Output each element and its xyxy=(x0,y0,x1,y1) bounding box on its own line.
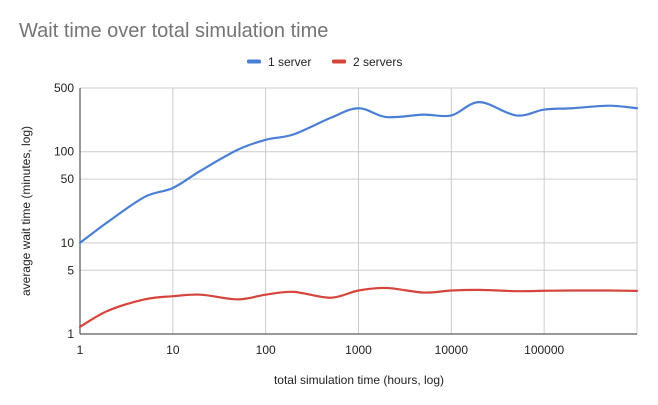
y-axis-ticks: 1 5 10 50 100 500 xyxy=(54,81,74,341)
series-line-1 xyxy=(78,101,639,244)
x-tick-label: 100 xyxy=(256,343,276,357)
x-tick-label: 10000 xyxy=(435,343,469,357)
x-tick-label: 10 xyxy=(166,343,180,357)
plot-series xyxy=(78,101,639,328)
y-tick-label: 10 xyxy=(61,236,75,250)
legend-label-1: 1 server xyxy=(268,55,311,69)
y-axis-label: average wait time (minutes, log) xyxy=(19,126,33,296)
x-tick-label: 100000 xyxy=(524,343,564,357)
series-line-2 xyxy=(78,286,639,328)
x-axis-label: total simulation time (hours, log) xyxy=(274,373,444,387)
legend: 1 server 2 servers xyxy=(247,55,402,69)
legend-label-2: 2 servers xyxy=(353,55,402,69)
legend-swatch-1 xyxy=(247,59,261,64)
y-tick-label: 500 xyxy=(54,81,74,95)
grid xyxy=(79,87,638,335)
x-tick-label: 1 xyxy=(77,343,84,357)
x-tick-label: 1000 xyxy=(345,343,372,357)
y-tick-label: 5 xyxy=(67,263,74,277)
y-tick-label: 50 xyxy=(61,172,75,186)
legend-swatch-2 xyxy=(332,59,346,64)
chart-title: Wait time over total simulation time xyxy=(19,20,328,42)
x-axis-ticks: 1 10 100 1000 10000 100000 xyxy=(77,343,565,357)
y-tick-label: 1 xyxy=(67,327,74,341)
y-tick-label: 100 xyxy=(54,145,74,159)
